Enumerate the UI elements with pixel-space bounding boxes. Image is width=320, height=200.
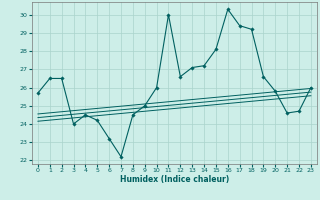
X-axis label: Humidex (Indice chaleur): Humidex (Indice chaleur) [120,175,229,184]
